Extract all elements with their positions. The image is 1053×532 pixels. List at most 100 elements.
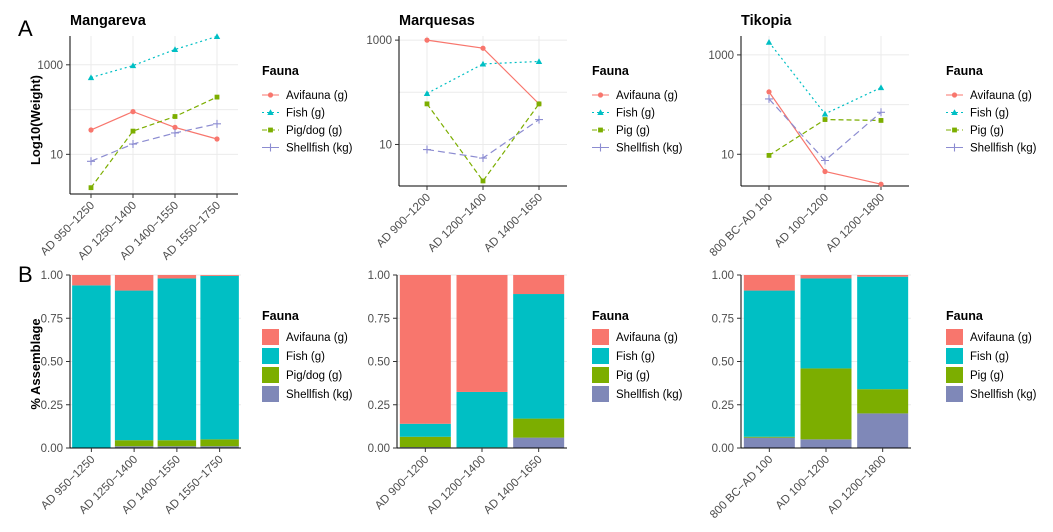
x-tick-label: AD 900−1200 (375, 192, 433, 250)
y-tick-label: 1000 (366, 35, 392, 47)
chart-title: Mangareva (70, 13, 147, 29)
bar-segment (743, 275, 795, 291)
legend-entry: Avifauna (g) (616, 90, 678, 102)
legend-entry: Pig (g) (616, 370, 650, 382)
data-point (423, 145, 431, 154)
bar-segment (743, 437, 795, 448)
legend-key-swatch (262, 367, 279, 383)
y-tick-label: 0.50 (41, 357, 63, 369)
legend-title: Fauna (946, 64, 984, 78)
legend-title: Fauna (946, 309, 984, 323)
y-axis-title-bottom: % Assemblage (28, 318, 43, 409)
legend-entry: Avifauna (g) (616, 332, 678, 344)
bar-segment (200, 275, 239, 276)
legend-key-swatch (946, 348, 963, 364)
legend-key-marker (267, 92, 274, 98)
legend-key-marker (950, 143, 959, 152)
legend-entry: Pig/dog (g) (286, 370, 342, 382)
bar-segment (157, 446, 197, 448)
bar-segment (200, 439, 239, 447)
legend-key-marker (597, 109, 604, 116)
x-tick-label: AD 1400−1650 (482, 192, 545, 255)
legend-entry: Avifauna (g) (286, 90, 348, 102)
data-point (536, 101, 542, 107)
legend-key-swatch (946, 367, 963, 383)
data-point (480, 45, 486, 51)
series-line (90, 110, 218, 140)
legend-key-marker (266, 143, 275, 152)
bar-segment (513, 437, 565, 448)
y-tick-label: 0.75 (712, 313, 734, 325)
legend-entry: Shellfish (kg) (616, 389, 683, 401)
data-point (87, 74, 95, 81)
legend-key-marker (267, 109, 274, 116)
data-point (424, 101, 430, 107)
bar-segment (157, 440, 197, 447)
data-point (878, 181, 884, 187)
legend-entry: Avifauna (g) (970, 332, 1032, 344)
legend-entry: Shellfish (kg) (286, 389, 353, 401)
y-tick-label: 0.25 (41, 400, 63, 412)
bar-segment (800, 278, 852, 369)
data-point (766, 152, 772, 158)
data-point (766, 89, 772, 95)
panel-label-a: A (18, 16, 33, 41)
bar-segment (800, 275, 852, 279)
x-tick-label: AD 1400−1650 (482, 454, 545, 517)
bar-segment (399, 436, 451, 448)
y-tick-label: 0.50 (712, 357, 734, 369)
data-point (480, 178, 486, 184)
bar-segment (114, 275, 154, 291)
data-point (171, 46, 179, 53)
legend-title: Fauna (592, 309, 630, 323)
legend-key-swatch (946, 329, 963, 345)
y-tick-label: 0.50 (368, 357, 390, 369)
data-point (765, 39, 773, 45)
data-point (822, 168, 828, 175)
legend-key-marker (597, 92, 604, 98)
data-point (821, 156, 829, 165)
bar-segment (114, 440, 154, 447)
data-point (479, 154, 487, 163)
bar-segment (114, 290, 154, 441)
panel-label-b: B (18, 262, 33, 287)
legend-title: Fauna (262, 309, 300, 323)
data-point (172, 114, 178, 119)
legend-entry: Pig (g) (970, 125, 1004, 137)
bar-segment (857, 389, 909, 414)
legend-entry: Pig (g) (616, 125, 650, 137)
bar-segment (157, 278, 197, 441)
data-point (878, 118, 884, 123)
legend-entry: Pig/dog (g) (286, 125, 342, 137)
legend-title: Fauna (262, 64, 300, 78)
data-point (88, 127, 94, 133)
y-tick-label: 0.00 (368, 443, 390, 455)
y-tick-label: 0.00 (41, 443, 63, 455)
legend-key-swatch (262, 329, 279, 345)
legend-key-marker (598, 127, 603, 133)
data-point (87, 157, 95, 166)
legend-key-swatch (262, 386, 279, 402)
y-tick-label: 10 (379, 139, 392, 151)
legend-key-swatch (262, 348, 279, 364)
data-point (479, 60, 487, 67)
bar-segment (513, 418, 565, 438)
legend-key-marker (952, 127, 957, 133)
y-tick-label: 1000 (708, 50, 734, 62)
bar-segment (800, 368, 852, 440)
y-tick-label: 0.25 (368, 400, 390, 412)
bar-segment (857, 413, 909, 448)
data-point (129, 140, 137, 149)
data-point (822, 117, 828, 122)
data-point (213, 119, 221, 128)
bar-segment (157, 275, 197, 279)
x-tick-label: AD 1200−1800 (824, 192, 887, 255)
data-point (214, 94, 220, 100)
y-tick-label: 0.25 (712, 400, 734, 412)
x-tick-label: AD 1200−1800 (826, 454, 889, 517)
data-point (171, 128, 179, 137)
